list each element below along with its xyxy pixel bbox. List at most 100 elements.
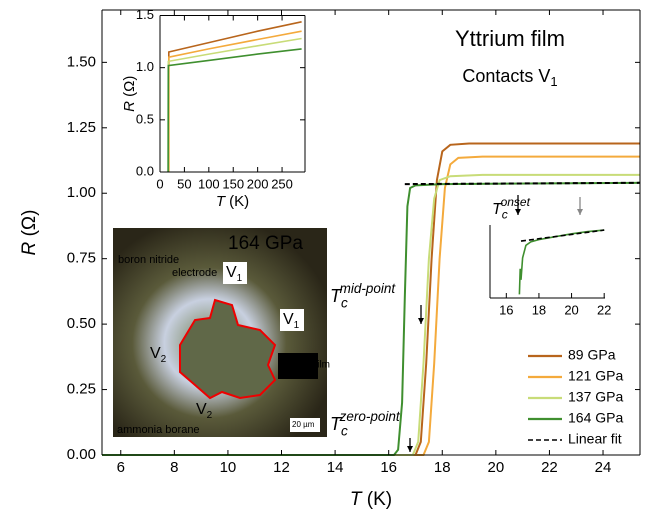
y-tick-label: 1.5 [136, 7, 154, 22]
y-tick-label: 1.00 [67, 184, 96, 201]
v-sub: 2 [161, 354, 167, 365]
v-sub: 2 [207, 410, 213, 421]
v-main: V [283, 311, 294, 328]
photo-label: electrode [172, 267, 217, 279]
x-tick-label: 50 [177, 176, 191, 191]
y-axis-var: R [121, 101, 138, 112]
data-line [167, 48, 302, 173]
x-axis-label: T (K) [216, 193, 249, 210]
photo-label: 20 µm [292, 420, 315, 429]
legend-label: 137 GPa [568, 389, 623, 405]
legend-label: 164 GPa [568, 410, 623, 426]
x-tick-label: 6 [117, 459, 125, 476]
data-line [102, 155, 640, 456]
inset-bg [490, 225, 605, 298]
x-tick-label: 150 [222, 176, 244, 191]
v-box [223, 262, 247, 284]
y-tick-label: 0.5 [136, 111, 154, 126]
x-tick-label: 20 [564, 302, 578, 317]
photo-label: V1 [283, 311, 300, 330]
inset-bg [160, 15, 305, 172]
y-tick-label: 0.25 [67, 381, 96, 398]
x-tick-label: 250 [271, 176, 293, 191]
y-tick-label: 0.75 [67, 250, 96, 267]
arrow-head [418, 318, 424, 324]
y-axis-unit: (Ω) [121, 76, 138, 101]
arrow-head [515, 209, 521, 215]
annotation-main: T [492, 201, 503, 218]
data-line [102, 173, 640, 456]
arrow-head [577, 209, 583, 215]
x-axis-label: T (K) [350, 489, 392, 510]
chart-title: Yttrium film [455, 26, 565, 51]
y-tick-label: 1.0 [136, 59, 154, 74]
y-axis-label: R (Ω) [19, 210, 40, 256]
y-tick-label: 0.0 [136, 163, 154, 178]
v-main: V [196, 401, 207, 418]
annotation-sub: c [502, 208, 508, 222]
y-tick-label: 1.25 [67, 119, 96, 136]
film-outline [179, 298, 277, 400]
x-tick-label: 24 [595, 459, 612, 476]
photo-label: boron nitride [118, 254, 179, 266]
data-line [404, 181, 641, 186]
photo-label: V2 [150, 345, 167, 364]
legend-label: 89 GPa [568, 347, 616, 363]
x-tick-label: 8 [170, 459, 178, 476]
photo-label: V1 [226, 264, 243, 283]
photo-label: ammonia borane [117, 424, 200, 436]
x-tick-label: 22 [541, 459, 558, 476]
x-tick-label: 16 [499, 302, 513, 317]
x-tick-label: 0 [156, 176, 163, 191]
x-axis-var: T [350, 489, 363, 510]
annotation: Tczero-point [330, 408, 401, 437]
y-tick-label: 0.50 [67, 315, 96, 332]
annotation-sup: mid-point [340, 280, 397, 295]
x-tick-label: 10 [220, 459, 237, 476]
x-tick-label: 22 [597, 302, 611, 317]
x-tick-label: 100 [198, 176, 220, 191]
annotation-main: T [330, 286, 343, 306]
y-tick-label: 0.00 [67, 446, 96, 463]
annotation-main: T [330, 414, 343, 434]
v-sub: 1 [237, 273, 243, 284]
chart-subtitle: Contacts V1 [462, 66, 557, 90]
annotation: Tcmid-point [330, 280, 396, 309]
annotation-sub: c [341, 295, 348, 310]
data-line [520, 229, 605, 242]
annotation-sub: c [341, 423, 348, 438]
x-tick-label: 14 [327, 459, 344, 476]
y-axis-var: R [19, 241, 40, 255]
x-axis-unit: (K) [225, 193, 249, 210]
y-axis-unit: (Ω) [19, 210, 40, 242]
v-box [280, 309, 304, 331]
x-axis-unit: (K) [362, 489, 393, 510]
data-line [102, 142, 640, 456]
y-tick-label: 1.50 [67, 53, 96, 70]
photo-label: 164 GPa [228, 233, 303, 254]
v-main: V [150, 345, 161, 362]
subtitle-main: Contacts V [462, 66, 550, 86]
annotation: Tconset [492, 195, 531, 222]
annotation-sup: onset [501, 195, 531, 209]
annotation-sup: zero-point [339, 408, 401, 423]
x-tick-label: 20 [488, 459, 505, 476]
x-tick-label: 18 [532, 302, 546, 317]
v-main: V [226, 264, 237, 281]
scale-box [290, 418, 320, 432]
x-tick-label: 16 [380, 459, 397, 476]
y-axis-label: R (Ω) [121, 76, 138, 112]
arrow-head [407, 446, 413, 452]
x-axis-var: T [216, 193, 227, 210]
legend-label: 121 GPa [568, 368, 623, 384]
photo-label: Yttrium film [280, 360, 330, 371]
photo-label: V2 [196, 401, 213, 420]
x-tick-label: 18 [434, 459, 451, 476]
film-label-box [278, 353, 318, 379]
legend-label: Linear fit [568, 431, 622, 447]
x-tick-label: 12 [273, 459, 290, 476]
